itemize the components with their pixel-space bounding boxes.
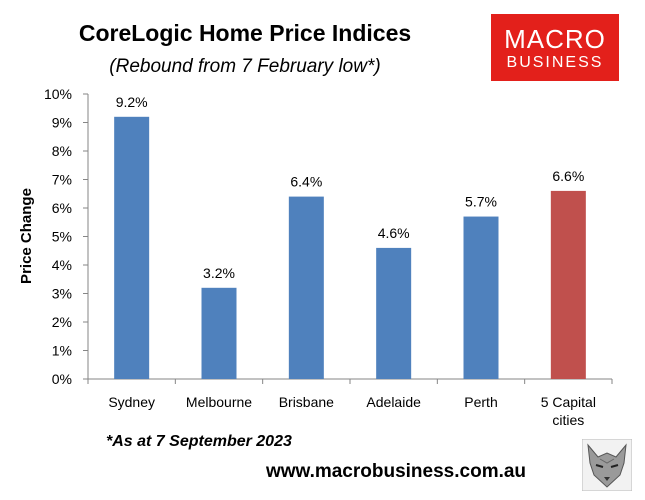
x-tick-label: Melbourne bbox=[186, 394, 252, 410]
x-tick-label: cities bbox=[552, 412, 584, 428]
x-tick-label: Adelaide bbox=[366, 394, 421, 410]
x-tick-label: Perth bbox=[464, 394, 497, 410]
data-label: 9.2% bbox=[116, 94, 148, 110]
data-label: 6.4% bbox=[290, 174, 322, 190]
logo-line-1: MACRO bbox=[504, 24, 606, 54]
y-tick-label: 1% bbox=[52, 343, 72, 359]
y-tick-label: 8% bbox=[52, 143, 72, 159]
bar bbox=[550, 190, 586, 379]
data-label: 6.6% bbox=[552, 168, 584, 184]
bar bbox=[114, 116, 150, 380]
bar bbox=[463, 216, 499, 379]
y-tick-label: 9% bbox=[52, 115, 72, 131]
logo-line-2: BUSINESS bbox=[506, 54, 604, 71]
data-label: 4.6% bbox=[378, 225, 410, 241]
x-tick-label: 5 Capital bbox=[541, 394, 596, 410]
bar bbox=[376, 247, 412, 379]
website-url: www.macrobusiness.com.au bbox=[265, 461, 526, 482]
y-tick-label: 5% bbox=[52, 229, 72, 245]
labels: 9.2% Sydney 3.2% Melbourne 6.4% Brisbane 4.6% A… bbox=[108, 94, 596, 428]
chart-subtitle: (Rebound from 7 February low*) bbox=[109, 56, 380, 77]
chart-title: CoreLogic Home Price Indices bbox=[79, 20, 411, 46]
axes: 0% 1% 2% 3% 4% 5% 6% 7% 8% 9% 10% bbox=[44, 86, 613, 387]
x-tick-label: Brisbane bbox=[279, 394, 334, 410]
wolf-logo-icon bbox=[582, 439, 632, 491]
y-tick-label: 10% bbox=[44, 86, 72, 102]
data-label: 3.2% bbox=[203, 265, 235, 281]
y-tick-label: 7% bbox=[52, 172, 72, 188]
y-tick-label: 6% bbox=[52, 200, 72, 216]
y-tick-label: 3% bbox=[52, 286, 72, 302]
bar bbox=[201, 287, 237, 379]
macrobusiness-logo: MACRO BUSINESS bbox=[491, 14, 619, 81]
data-label: 5.7% bbox=[465, 194, 497, 210]
bars bbox=[114, 116, 586, 380]
y-tick-label: 4% bbox=[52, 257, 72, 273]
y-tick-label: 2% bbox=[52, 314, 72, 330]
bar bbox=[288, 196, 324, 379]
footnote: *As at 7 September 2023 bbox=[106, 433, 292, 450]
x-tick-label: Sydney bbox=[108, 394, 155, 410]
y-axis-title: Price Change bbox=[18, 188, 35, 284]
y-tick-label: 0% bbox=[52, 371, 72, 387]
